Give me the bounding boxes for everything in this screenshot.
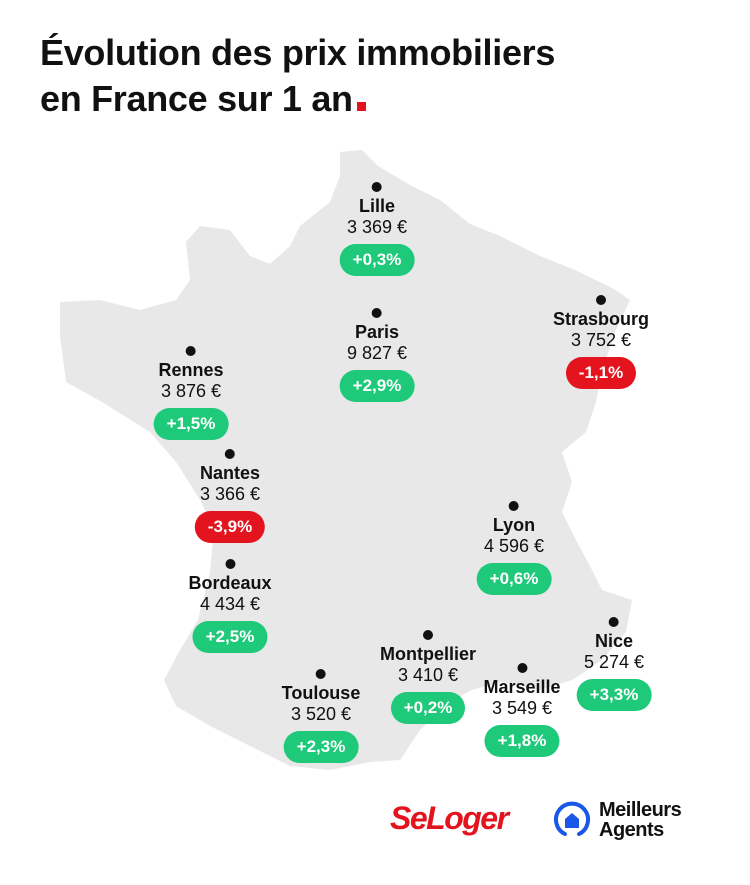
location-dot-icon [372,182,382,192]
city-strasbourg: Strasbourg 3 752 € -1,1% [553,295,649,389]
location-dot-icon [315,669,326,679]
change-badge: +0,3% [339,244,415,276]
logo-text-line-1: Meilleurs [599,799,682,821]
seloger-logo: SeLoger [390,800,509,836]
city-price: 3 549 € [491,698,553,718]
city-name: Montpellier [379,644,477,664]
city-price: 5 274 € [583,652,645,672]
location-dot-icon [609,617,619,627]
city-lyon: Lyon 4 596 € +0,6% [476,501,552,595]
meilleurs-agents-logo: Meilleurs Agents [553,799,682,841]
logo-text-line-2: Agents [599,819,664,841]
location-dot-icon [516,663,527,673]
city-lille: Lille 3 369 € +0,3% [339,182,415,276]
city-name: Marseille [483,677,561,697]
change-badge: +0,2% [390,692,466,724]
location-dot-icon [225,559,235,569]
city-marseille: Marseille 3 549 € +1,8% [483,663,561,757]
change-badge: +2,5% [192,621,268,653]
city-price: 3 876 € [160,381,222,401]
title-line-1: Évolution des prix immobiliers [40,32,556,73]
change-badge: +0,6% [476,563,552,595]
change-badge: -3,9% [194,511,266,543]
change-badge: +2,3% [283,731,359,763]
change-badge: +3,3% [576,679,652,711]
page-title: Évolution des prix immobiliers en France… [40,30,555,122]
city-name: Lille [358,196,395,216]
city-price: 4 596 € [483,536,545,556]
city-name: Nice [594,631,634,651]
city-price: 3 410 € [397,665,459,685]
title-line-2: en France sur 1 an [40,78,353,119]
city-name: Paris [354,322,400,342]
house-circle-icon [554,801,590,836]
change-badge: +2,9% [339,370,415,402]
change-badge: +1,8% [484,725,560,757]
location-dot-icon [224,449,235,459]
city-name: Lyon [492,515,536,535]
france-shape [60,150,632,770]
change-badge: +1,5% [153,408,229,440]
location-dot-icon [186,346,196,356]
city-bordeaux: Bordeaux 4 434 € +2,5% [188,559,272,653]
city-rennes: Rennes 3 876 € +1,5% [153,346,229,440]
city-nantes: Nantes 3 366 € -3,9% [194,449,266,543]
city-price: 3 366 € [199,484,261,504]
city-price: 4 434 € [199,594,261,614]
location-dot-icon [595,295,606,305]
city-paris: Paris 9 827 € +2,9% [339,308,415,402]
location-dot-icon [422,630,433,640]
city-price: 3 369 € [346,217,408,237]
city-name: Toulouse [281,683,361,703]
city-price: 9 827 € [346,343,408,363]
city-name: Nantes [199,463,261,483]
city-montpellier: Montpellier 3 410 € +0,2% [380,630,476,724]
city-toulouse: Toulouse 3 520 € +2,3% [281,669,361,763]
city-name: Bordeaux [188,573,272,593]
city-nice: Nice 5 274 € +3,3% [576,617,652,711]
location-dot-icon [509,501,519,511]
title-red-dot [356,102,366,111]
city-price: 3 520 € [290,704,352,724]
location-dot-icon [372,308,382,318]
city-name: Rennes [158,360,224,380]
city-price: 3 752 € [570,330,632,350]
city-name: Strasbourg [552,309,650,329]
change-badge: -1,1% [565,357,637,389]
